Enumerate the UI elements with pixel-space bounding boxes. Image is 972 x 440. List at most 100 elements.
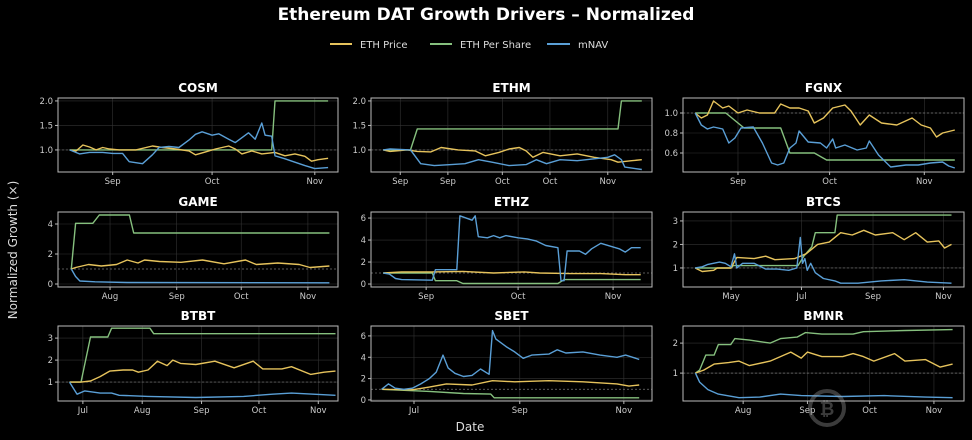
x-tick-label: Oct xyxy=(862,406,877,416)
subplot-title-cosm: COSM xyxy=(178,81,218,95)
subplot-ethm: ETHM Sep Sep Oct Oct Nov 1.0 1.5 2.0 xyxy=(352,81,653,187)
subplot-ethz: ETHZ Sep Oct Nov 0 2 4 6 xyxy=(361,195,653,302)
x-tick-label: Sep xyxy=(440,177,456,187)
x-tick-label: Sep xyxy=(194,406,210,416)
legend: ETH Price ETH Per Share mNAV xyxy=(330,40,608,51)
legend-eth-price-label: ETH Price xyxy=(360,40,408,51)
subplot-title-btbt: BTBT xyxy=(181,309,216,323)
subplot-title-ethz: ETHZ xyxy=(494,195,529,209)
subplot-title-sbet: SBET xyxy=(494,309,529,323)
btcs-eth-price-line xyxy=(694,229,952,273)
y-tick-label: 1.0 xyxy=(39,146,53,156)
y-tick-label: 6 xyxy=(361,214,366,224)
subplot-cosm: COSM Sep Oct Nov 1.0 1.5 2.0 xyxy=(39,81,339,187)
x-tick-label: Oct xyxy=(234,292,249,302)
subplot-frame xyxy=(682,97,965,173)
y-tick-label: 1 xyxy=(673,369,678,379)
x-tick-label: Sep xyxy=(105,177,121,187)
y-tick-label: 1.0 xyxy=(352,146,366,156)
watermark-logo: ₿ xyxy=(808,389,846,427)
btcs-mnav-line xyxy=(695,236,952,284)
subplot-frame xyxy=(370,325,653,402)
y-tick-label: 3 xyxy=(673,217,678,227)
x-tick-label: Nov xyxy=(307,177,324,187)
x-tick-label: Aug xyxy=(102,292,119,302)
game-eth-per-share-line xyxy=(70,214,330,270)
y-axis-label: Normalized Growth (×) xyxy=(6,181,20,320)
ethz-mnav-line xyxy=(383,215,641,282)
x-tick-label: Nov xyxy=(599,177,616,187)
cosm-eth-per-share-line xyxy=(69,100,329,151)
x-tick-label: May xyxy=(722,292,740,302)
sbet-eth-price-line xyxy=(381,380,640,391)
y-tick-label: 1.5 xyxy=(352,121,366,131)
subplot-frame xyxy=(57,97,339,173)
btbt-eth-price-line xyxy=(69,359,336,383)
subplot-title-game: GAME xyxy=(178,195,217,209)
x-tick-label: Oct xyxy=(252,406,267,416)
subplot-frame xyxy=(682,325,965,402)
fgnx-eth-price-line xyxy=(694,100,955,138)
sbet-eth-per-share-line xyxy=(381,388,640,399)
subplot-frame xyxy=(682,211,965,288)
cosm-eth-price-line xyxy=(69,144,329,162)
subplot-btbt: BTBT Jul Aug Sep Oct Nov 1 2 3 xyxy=(48,309,339,416)
y-tick-label: 2 xyxy=(361,375,366,385)
y-tick-label: 1.0 xyxy=(664,109,678,119)
y-tick-label: 0.6 xyxy=(664,149,678,159)
btbt-eth-per-share-line xyxy=(69,327,336,383)
legend-mnav-label: mNAV xyxy=(578,40,608,51)
bmnr-eth-price-line xyxy=(695,351,953,374)
y-tick-label: 3 xyxy=(48,334,53,344)
y-tick-label: 2 xyxy=(48,250,53,260)
subplot-title-bmnr: BMNR xyxy=(803,309,843,323)
btbt-mnav-line xyxy=(68,381,336,399)
game-mnav-line xyxy=(70,268,330,284)
x-tick-label: Oct xyxy=(822,177,837,187)
y-tick-label: 0.8 xyxy=(664,129,678,139)
y-tick-label: 4 xyxy=(361,236,366,246)
chart-title: Ethereum DAT Growth Drivers – Normalized xyxy=(278,5,695,25)
subplot-fgnx: FGNX Sep Oct Nov 0.6 0.8 1.0 xyxy=(664,81,965,187)
y-tick-label: 4 xyxy=(361,353,366,363)
y-tick-label: 2 xyxy=(361,258,366,268)
x-tick-label: Aug xyxy=(134,406,151,416)
x-tick-label: Oct xyxy=(495,177,510,187)
subplot-frame xyxy=(370,97,653,173)
subplot-frame xyxy=(57,211,339,288)
y-tick-label: 2 xyxy=(673,339,678,349)
x-tick-label: Nov xyxy=(926,406,943,416)
x-tick-label: Nov xyxy=(605,292,622,302)
fgnx-mnav-line xyxy=(694,112,956,169)
svg-text:₿: ₿ xyxy=(820,399,835,420)
subplot-frame xyxy=(370,211,653,288)
bmnr-mnav-line xyxy=(694,372,953,399)
subplot-title-btcs: BTCS xyxy=(806,195,841,209)
x-tick-label: Oct xyxy=(511,292,526,302)
x-tick-label: Jul xyxy=(795,292,806,302)
bmnr-eth-per-share-line xyxy=(694,328,953,374)
game-eth-price-line xyxy=(71,259,330,270)
y-tick-label: 1 xyxy=(48,378,53,388)
y-tick-label: 2 xyxy=(48,356,53,366)
y-tick-label: 0 xyxy=(361,396,366,406)
subplot-game: GAME Aug Sep Oct Nov 0 2 4 xyxy=(48,195,339,302)
x-tick-label: Sep xyxy=(418,292,434,302)
x-tick-label: Sep xyxy=(512,406,528,416)
subplot-frame xyxy=(57,325,339,402)
x-tick-label: Nov xyxy=(300,292,317,302)
x-tick-label: Jul xyxy=(408,406,419,416)
y-tick-label: 1.5 xyxy=(39,121,53,131)
y-tick-label: 4 xyxy=(48,220,53,230)
subplot-title-fgnx: FGNX xyxy=(805,81,843,95)
subplot-grid: COSM Sep Oct Nov 1.0 1.5 2.0 ETHM Sep Sep Oct Oct No… xyxy=(39,81,965,416)
cosm-mnav-line xyxy=(69,122,329,170)
legend-eth-per-share-label: ETH Per Share xyxy=(460,40,531,51)
x-tick-label: Sep xyxy=(169,292,185,302)
x-tick-label: Sep xyxy=(730,177,746,187)
x-tick-label: Aug xyxy=(735,406,752,416)
subplot-title-ethm: ETHM xyxy=(492,81,530,95)
y-tick-label: 0 xyxy=(361,280,366,290)
